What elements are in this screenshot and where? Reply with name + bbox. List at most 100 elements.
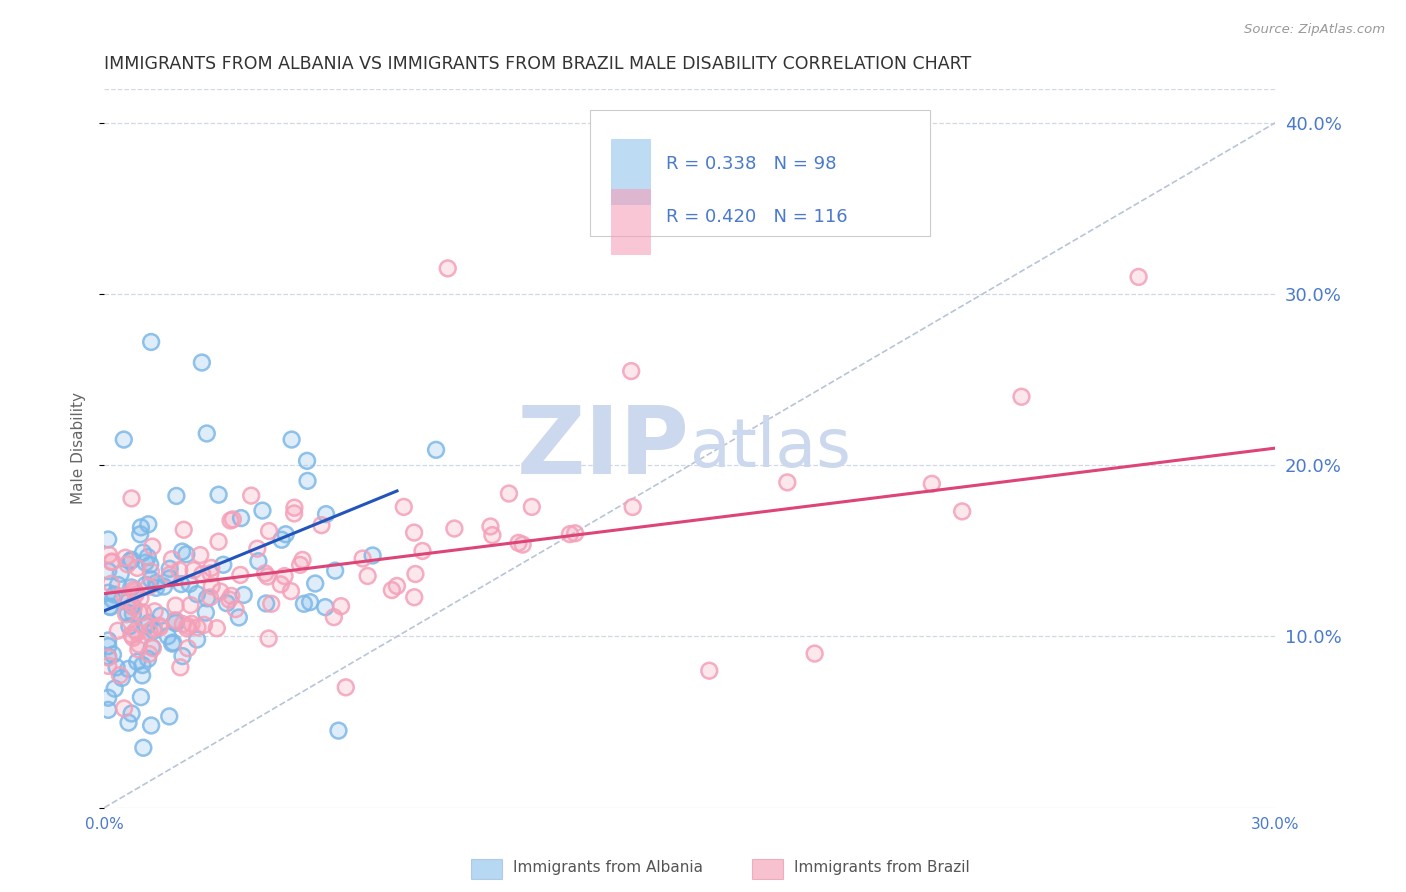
Point [776,475,799,490]
Point [138,580,160,594]
Point [520,500,543,514]
Point [100,555,122,569]
Point [252,503,274,517]
Point [139,334,162,349]
Point [218,592,240,607]
Point [304,576,326,591]
Point [191,567,214,582]
Point [107,578,129,592]
Point [170,577,193,591]
Point [115,595,138,609]
Point [135,619,157,633]
Point [200,566,222,581]
Point [156,629,179,643]
Point [131,668,153,682]
Point [404,525,426,540]
Point [361,549,384,563]
Point [142,641,165,656]
Point [330,599,353,614]
Point [125,624,148,638]
Point [125,587,148,601]
Point [215,596,238,610]
Point [110,566,132,581]
Point [322,610,344,624]
Point [299,595,322,609]
Point [195,591,218,606]
Point [139,558,162,572]
Point [186,620,208,634]
Point [136,652,159,666]
Point [131,658,153,673]
Point [314,600,336,615]
Point [159,571,181,585]
Point [160,552,183,566]
Point [201,579,224,593]
Point [260,597,283,611]
Point [138,615,160,630]
Point [508,536,530,550]
Point [132,545,155,559]
Point [228,610,250,624]
Point [129,690,152,705]
Point [481,528,503,542]
Point [117,715,139,730]
Point [142,624,165,638]
Point [200,566,222,581]
Point [97,639,120,653]
Point [98,548,121,562]
Point [105,660,128,674]
Point [335,681,357,695]
Point [260,597,283,611]
Point [111,671,134,685]
Point [101,648,124,662]
Point [162,635,184,649]
Point [103,588,125,602]
Point [229,511,252,525]
Point [254,566,277,581]
Point [280,584,302,599]
Point [97,633,120,648]
Point [219,589,242,603]
Point [138,615,160,630]
Point [186,587,208,601]
Point [205,621,228,635]
Point [97,639,120,653]
Point [138,647,160,661]
Point [120,554,142,568]
Point [153,580,176,594]
Point [257,632,280,646]
Point [103,588,125,602]
Point [173,523,195,537]
Point [127,625,149,640]
Point [200,561,222,575]
Point [950,504,973,518]
Point [564,526,586,541]
Point [209,584,232,599]
Point [385,579,408,593]
Point [314,600,336,615]
Point [135,578,157,592]
Point [172,617,194,632]
Point [425,442,447,457]
Point [132,740,155,755]
Point [100,576,122,591]
Point [165,599,187,613]
Point [191,355,214,369]
Point [385,579,408,593]
Point [283,500,305,515]
Point [207,488,229,502]
Point [273,569,295,583]
Point [132,740,155,755]
Point [479,519,502,533]
Point [165,489,187,503]
Point [180,616,202,631]
Point [299,595,322,609]
Point [219,514,242,528]
Point [159,567,181,582]
Point [153,580,176,594]
Point [404,525,426,540]
Point [295,454,318,468]
Point [117,558,139,572]
Point [950,504,973,518]
Point [139,334,162,349]
